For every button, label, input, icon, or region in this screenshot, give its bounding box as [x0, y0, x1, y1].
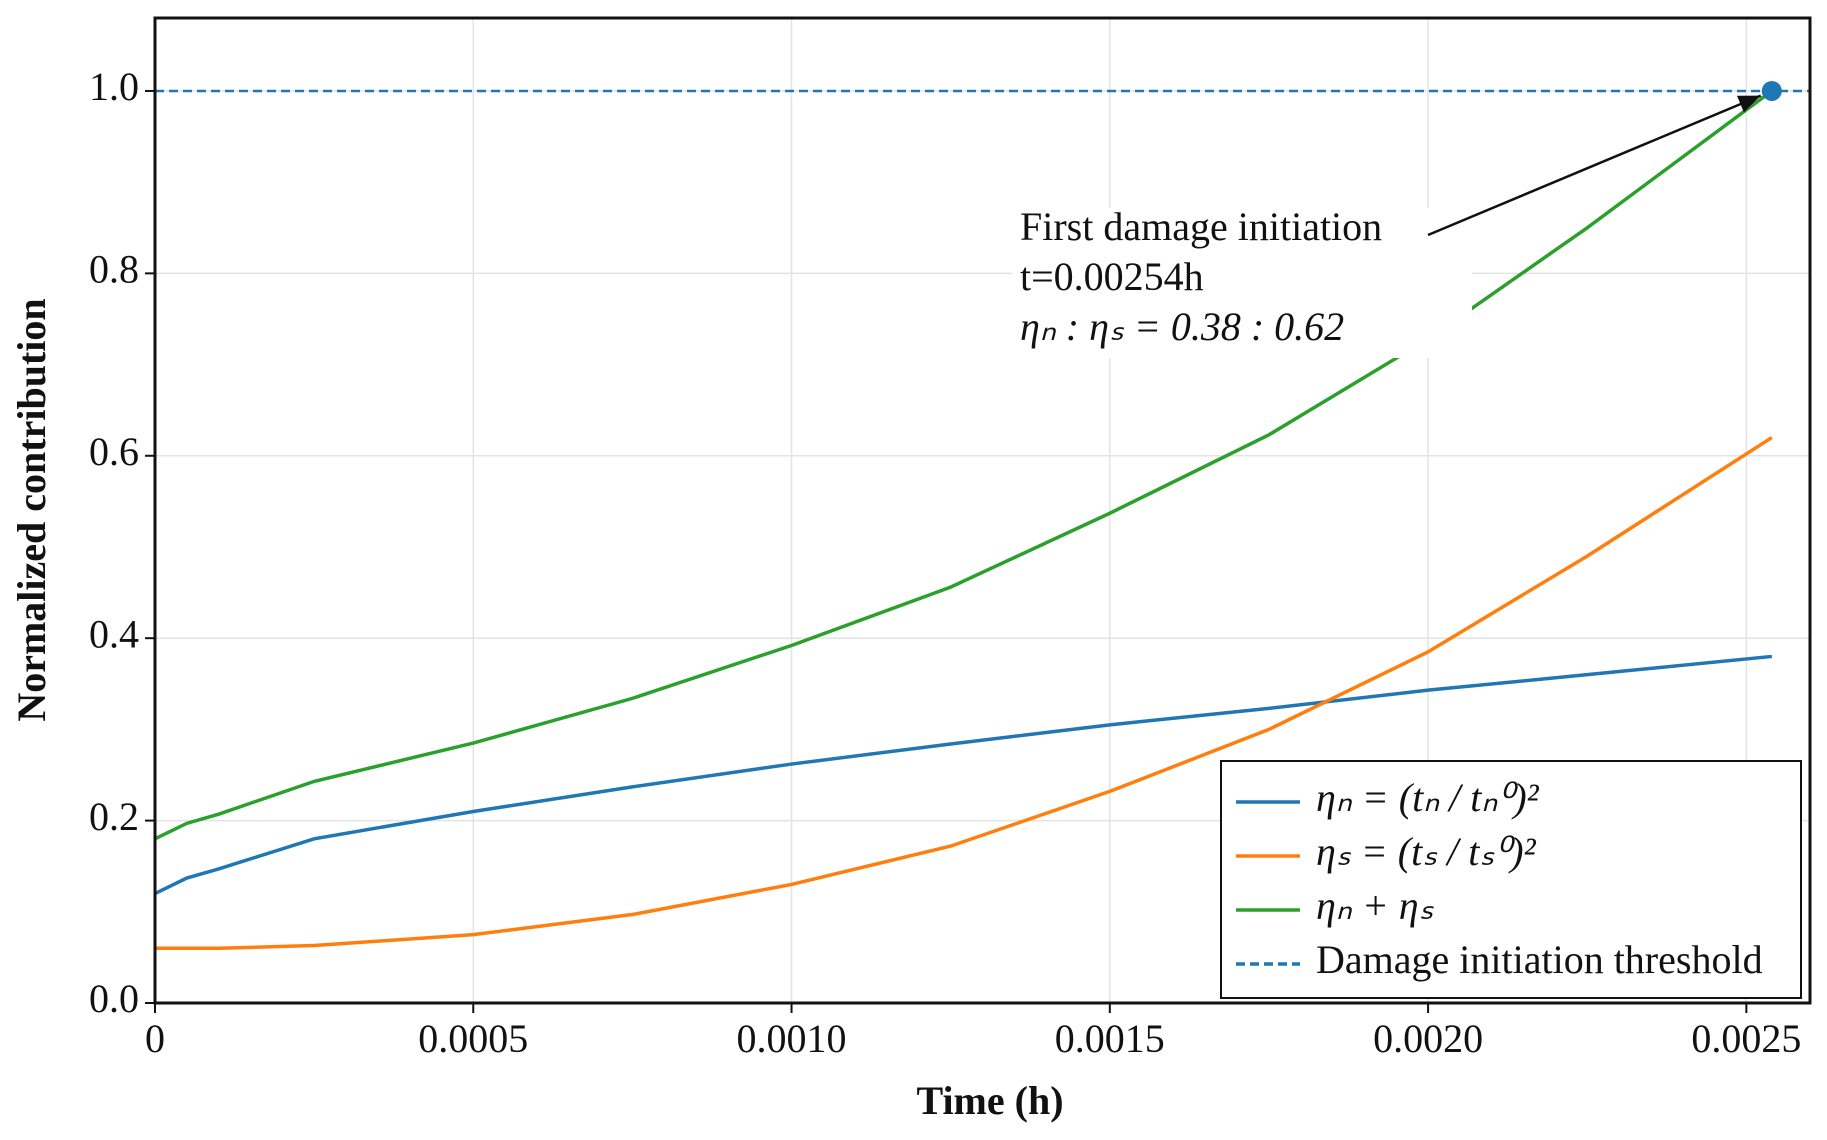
y-tick-label: 1.0 [89, 64, 139, 109]
x-axis-label: Time (h) [916, 1078, 1063, 1123]
annotation-text: ηₙ : ηₛ = 0.38 : 0.62 [1020, 304, 1344, 349]
annotation-arrow [1427, 94, 1762, 237]
x-tick-label: 0.0025 [1691, 1016, 1801, 1061]
annotation-bg [1012, 258, 1472, 308]
line-series [154, 654, 1772, 896]
y-tick-label: 0.4 [89, 611, 139, 656]
x-tick-label: 0.0010 [737, 1016, 847, 1061]
plot-frame [153, 16, 1812, 1005]
y-tick-label: 0.8 [89, 247, 139, 292]
legend-label: ηₙ + ηₛ [1316, 883, 1435, 928]
legend-label: ηₙ = (tₙ / tₙ⁰)² [1316, 775, 1540, 820]
legend-label: ηₛ = (tₛ / tₛ⁰)² [1316, 829, 1537, 874]
x-tick-label: 0 [145, 1016, 165, 1061]
line-series [154, 89, 1773, 841]
y-tick-label: 0.2 [89, 794, 139, 839]
annotation-bg [1012, 308, 1472, 358]
line-series [155, 436, 1773, 951]
x-tick-label: 0.0005 [418, 1016, 528, 1061]
x-tick-label: 0.0015 [1055, 1016, 1165, 1061]
y-tick-label: 0.0 [89, 976, 139, 1021]
y-tick-label: 0.6 [89, 429, 139, 474]
annotation-bg [1012, 208, 1472, 258]
arrow-head [1736, 95, 1761, 113]
annotation-text: First damage initiation [1020, 204, 1382, 249]
annotation-text: t=0.00254h [1020, 254, 1204, 299]
legend-label: Damage initiation threshold [1316, 937, 1763, 982]
y-axis-label: Normalized contribution [9, 298, 54, 721]
legend-box [1220, 760, 1802, 999]
x-tick-label: 0.0020 [1373, 1016, 1483, 1061]
annotation-point [1761, 80, 1782, 101]
